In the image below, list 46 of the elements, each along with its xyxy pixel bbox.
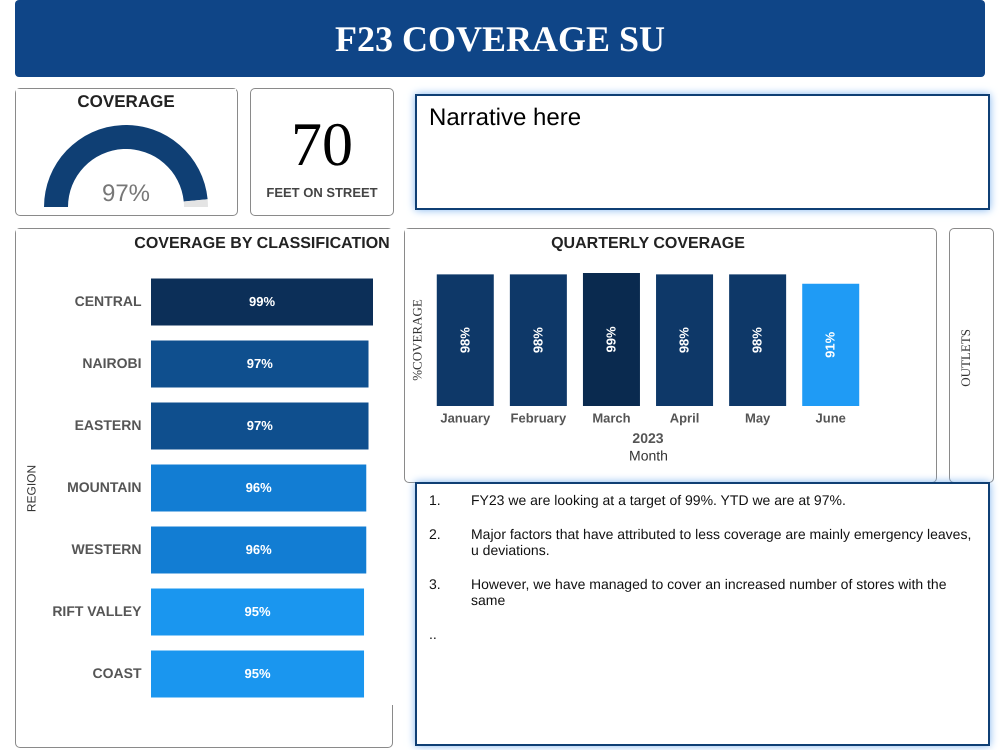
text: FY23 we are looking at a target of 99%. YTD we are at 97%.	[471, 492, 847, 508]
chart-title: COVERAGE BY CLASSIFICATION	[134, 235, 390, 252]
text: 97%	[102, 180, 150, 207]
data-label: 99%	[603, 326, 618, 353]
data-label: 98%	[750, 326, 765, 354]
text: ..	[429, 626, 438, 642]
data-label: 96%	[246, 480, 272, 495]
x-tick-label: May	[744, 410, 772, 426]
y-tick-label: RIFT VALLEY	[52, 603, 142, 619]
text: FEET ON STREET	[265, 185, 379, 200]
data-label: 97%	[246, 356, 274, 371]
data-label: 96%	[246, 542, 272, 557]
data-label: 95%	[244, 604, 271, 619]
data-label: 91%	[822, 331, 838, 358]
x-axis-title: Month	[629, 448, 668, 464]
text: Major factors that have attributed to less coverage are mainly emergency leaves, u deviations.	[471, 526, 972, 558]
x-tick-label: April	[670, 410, 700, 426]
x-tick-label: June	[816, 410, 846, 426]
text: OUTLETS	[958, 329, 974, 387]
data-label: 95%	[244, 666, 271, 681]
x-tick-label: February	[510, 410, 567, 426]
data-label: 98%	[457, 326, 472, 354]
data-label: 99%	[248, 294, 276, 309]
y-tick-label: NAIROBI	[82, 355, 142, 371]
y-tick-label: CENTRAL	[74, 293, 142, 309]
y-tick-label: COAST	[92, 665, 142, 681]
text: F23 COVERAGE SU	[334, 18, 666, 60]
text: 2.	[429, 526, 442, 544]
text: Narrative here	[428, 103, 582, 133]
y-tick-label: EASTERN	[74, 417, 142, 433]
text: 2023	[632, 430, 664, 446]
data-label: 98%	[530, 326, 546, 354]
text: 3.	[429, 576, 442, 594]
y-tick-label: MOUNTAIN	[67, 479, 142, 495]
data-label: 98%	[676, 326, 692, 354]
y-axis-title: %COVERAGE	[410, 299, 424, 381]
text: However, we have managed to cover an increased number of stores with the same	[471, 576, 948, 608]
y-tick-label: WESTERN	[72, 541, 142, 557]
x-tick-label: January	[440, 410, 491, 426]
text: 1.	[429, 492, 442, 508]
text: 70	[290, 111, 354, 179]
data-label: 97%	[246, 418, 274, 433]
y-axis-title: REGION	[24, 464, 38, 512]
x-tick-label: March	[592, 410, 631, 426]
chart-title: COVERAGE	[77, 92, 175, 111]
chart-title: QUARTERLY COVERAGE	[551, 235, 746, 252]
